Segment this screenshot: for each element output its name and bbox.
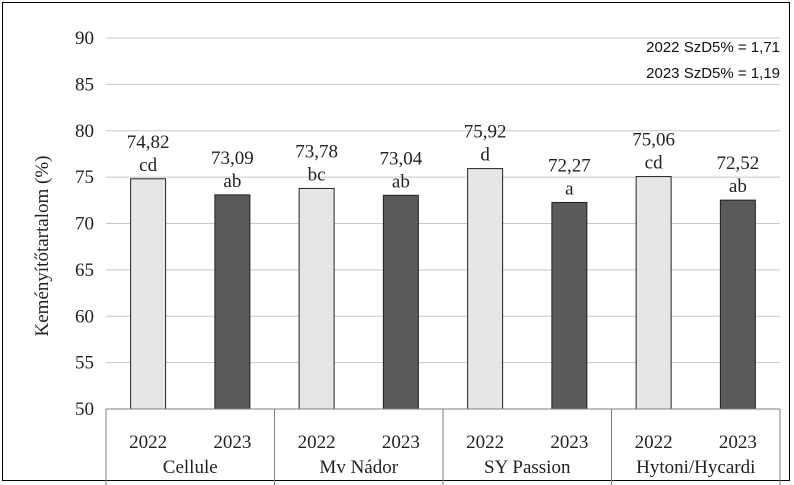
y-tick-label: 90	[75, 28, 94, 49]
value-label: 73,78	[295, 141, 338, 162]
value-label: 73,04	[380, 148, 423, 169]
y-axis-label: Keményítőtartalom (%)	[32, 156, 53, 337]
group-label: Mv Nádor	[319, 457, 398, 478]
lsd-2023-annotation: 2023 SzD5% = 1,19	[646, 65, 780, 82]
value-label: 72,27	[548, 155, 591, 176]
value-label: 75,06	[632, 130, 675, 151]
significance-letters: ab	[223, 171, 241, 192]
y-tick-label: 60	[75, 306, 94, 327]
y-tick-label: 70	[75, 214, 94, 235]
lsd-2022-annotation: 2022 SzD5% = 1,71	[646, 39, 780, 56]
group-label: SY Passion	[484, 457, 571, 478]
x-tick-year: 2022	[635, 432, 673, 453]
gridlines	[106, 37, 780, 364]
x-tick-year: 2022	[298, 432, 336, 453]
x-tick-year: 2023	[213, 432, 251, 453]
x-tick-year: 2022	[129, 432, 167, 453]
bar-Mv Nádor-2022	[298, 187, 335, 410]
bar-Cellule-2023	[214, 194, 251, 410]
y-tick-label: 50	[75, 399, 94, 420]
value-label: 75,92	[464, 122, 507, 143]
value-label: 74,82	[127, 132, 170, 153]
x-tick-year: 2023	[719, 432, 757, 453]
x-tick-year: 2023	[382, 432, 420, 453]
value-label: 72,52	[717, 153, 760, 174]
x-tick-year: 2022	[466, 432, 504, 453]
y-tick-label: 80	[75, 121, 94, 142]
bar-SY Passion-2022	[467, 168, 504, 410]
significance-letters: ab	[392, 171, 410, 192]
y-tick-label: 55	[75, 353, 94, 374]
bars	[130, 168, 756, 410]
group-label: Cellule	[163, 457, 218, 478]
bar-SY Passion-2023	[551, 201, 588, 410]
axes: 50 55 60 65 70 75 80 85 90 2022 2023 Cellule 2022 202…	[75, 28, 781, 485]
significance-letters: d	[480, 145, 490, 166]
bar-Hytoni/Hycardi-2023	[719, 199, 756, 410]
x-tick-year: 2023	[550, 432, 588, 453]
group-label: Hytoni/Hycardi	[636, 457, 755, 478]
bar-Mv Nádor-2023	[382, 194, 419, 410]
y-tick-label: 85	[75, 74, 94, 95]
y-tick-label: 65	[75, 260, 94, 281]
y-tick-label: 75	[75, 167, 94, 188]
bar-Hytoni/Hycardi-2022	[635, 176, 672, 410]
significance-letters: bc	[308, 164, 326, 185]
significance-letters: cd	[139, 155, 157, 176]
significance-letters: ab	[729, 176, 747, 197]
significance-letters: cd	[645, 153, 663, 174]
significance-letters: a	[565, 178, 574, 199]
bar-Cellule-2022	[130, 178, 167, 410]
value-label: 73,09	[211, 148, 254, 169]
